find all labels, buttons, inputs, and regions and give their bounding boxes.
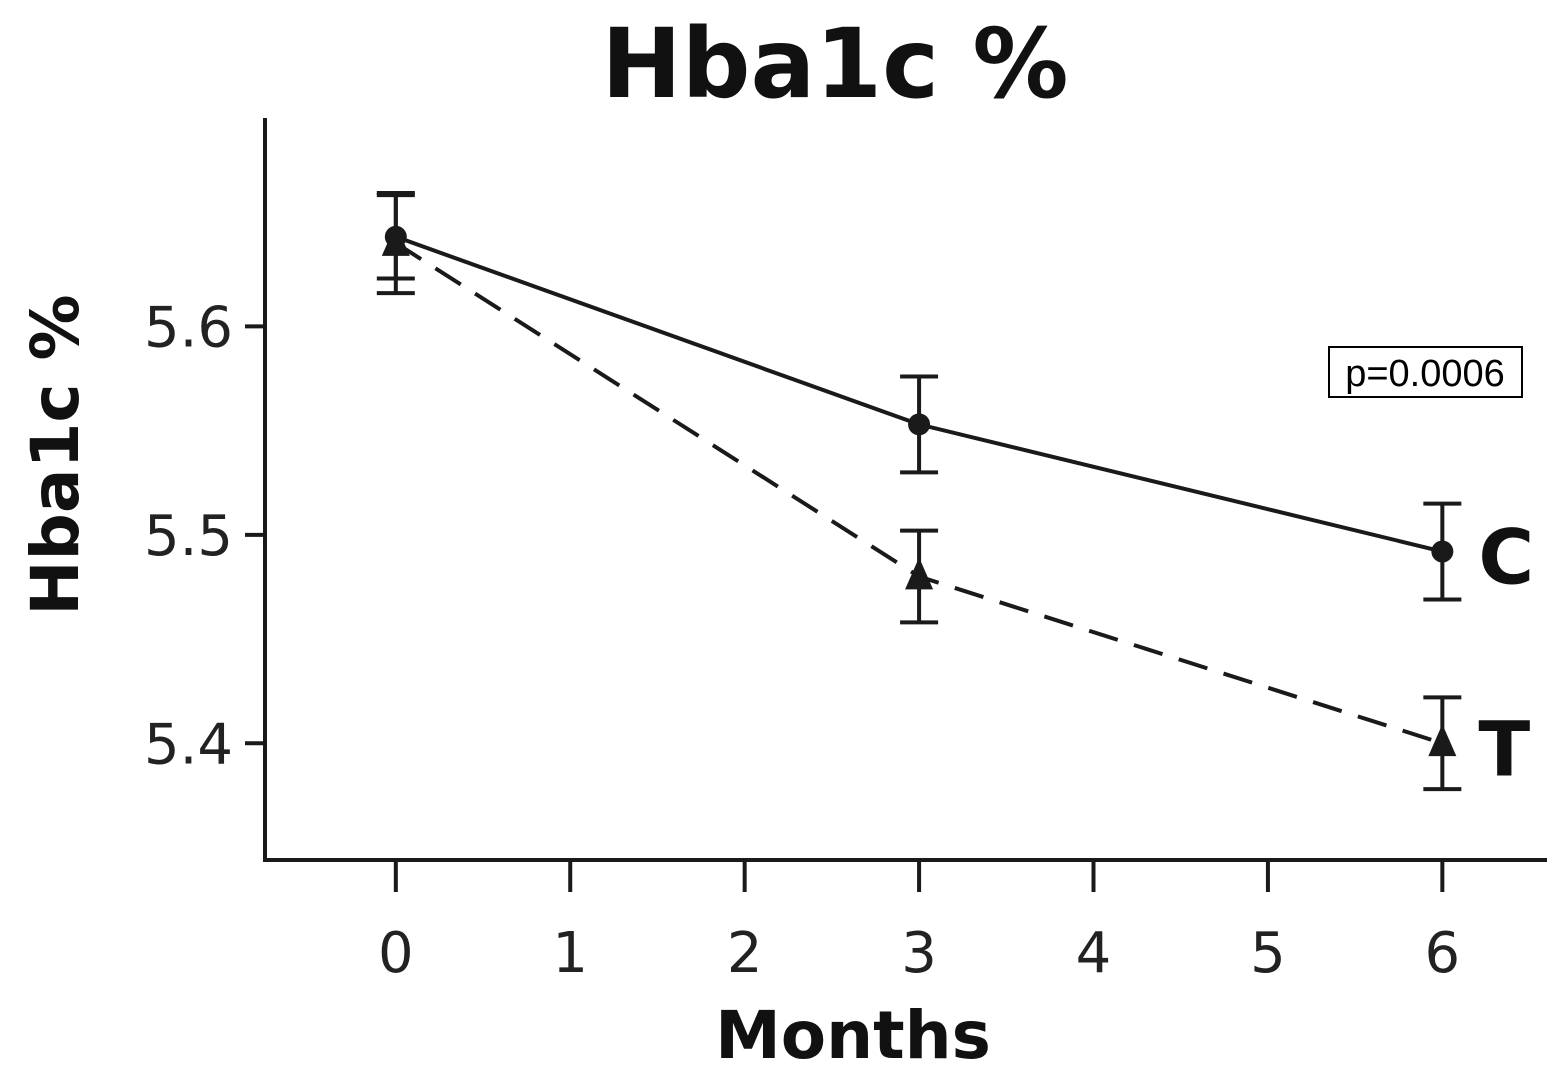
series-label-C: C xyxy=(1478,513,1534,602)
x-axis-ticks: 0 1 2 3 4 5 6 xyxy=(378,860,1460,986)
data-point-circle xyxy=(1431,540,1454,563)
y-tick-label: 5.6 xyxy=(144,295,233,360)
x-tick-label: 2 xyxy=(727,921,763,986)
series-T: T xyxy=(376,191,1530,793)
x-tick-label: 4 xyxy=(1076,921,1112,986)
series-line xyxy=(394,241,1443,746)
p-value-annotation: p=0.0006 xyxy=(1328,346,1523,398)
chart-title: Hba1c % xyxy=(601,8,1068,120)
x-tick-label: 0 xyxy=(378,921,414,986)
x-axis-title: Months xyxy=(715,997,991,1067)
series-label-T: T xyxy=(1478,704,1530,793)
series-C: C xyxy=(376,193,1534,602)
x-tick-label: 3 xyxy=(901,921,937,986)
x-tick-label: 1 xyxy=(552,921,588,986)
x-tick-label: 6 xyxy=(1425,921,1461,986)
data-point-circle xyxy=(908,413,931,436)
annotation-text: p=0.0006 xyxy=(1345,353,1505,395)
data-point-triangle xyxy=(381,223,410,256)
y-axis-ticks: 5.4 5.5 5.6 xyxy=(144,295,265,777)
y-tick-label: 5.4 xyxy=(144,712,233,777)
data-point-triangle xyxy=(905,557,934,590)
x-tick-label: 5 xyxy=(1250,921,1286,986)
series-layer: CT xyxy=(376,191,1534,793)
y-tick-label: 5.5 xyxy=(144,504,233,569)
data-point-triangle xyxy=(1428,724,1457,757)
annotation-box xyxy=(1328,346,1523,398)
y-axis-title: Hba1c % xyxy=(17,294,94,615)
